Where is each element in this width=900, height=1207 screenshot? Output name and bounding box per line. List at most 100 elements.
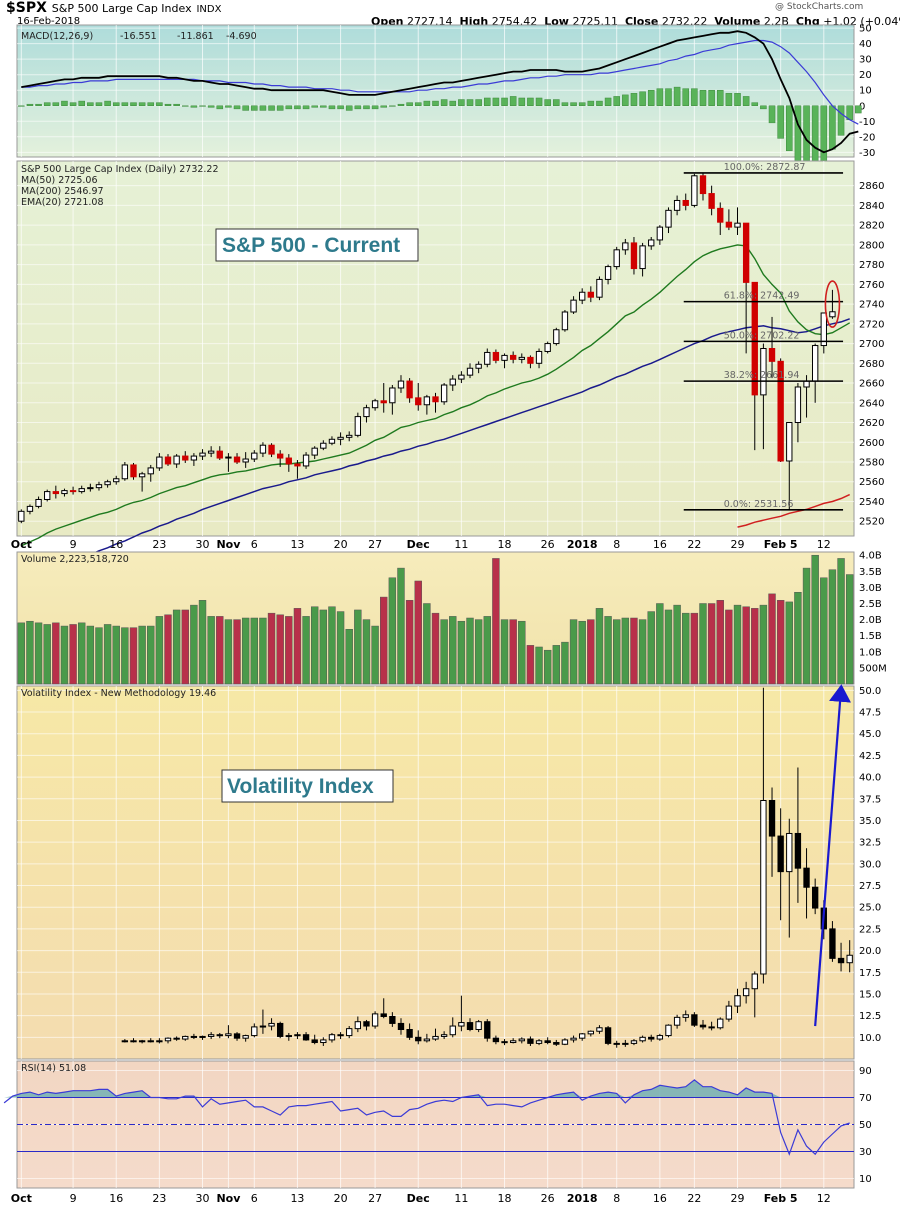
vix-candle — [458, 1022, 465, 1027]
vix-candle — [199, 1035, 206, 1038]
price-candle — [725, 221, 733, 228]
volume-bar — [431, 612, 440, 685]
macd-histogram-bar — [259, 105, 267, 111]
macd-histogram-bar — [52, 102, 60, 107]
y-tick-label: 30 — [859, 1147, 872, 1158]
price-candle — [242, 458, 249, 463]
volume-bar — [414, 580, 422, 685]
macd-histogram-bar — [466, 99, 474, 107]
index-name: S&P 500 Large Cap Index — [51, 2, 192, 15]
vix-candle — [268, 1022, 275, 1027]
price-candle — [285, 457, 292, 465]
price-candle — [665, 209, 672, 228]
vix-candle — [363, 1021, 370, 1027]
y-tick-label: 27.5 — [859, 881, 881, 892]
volume-bar — [595, 608, 604, 685]
y-tick-label: 2700 — [859, 339, 884, 350]
price-candle — [820, 312, 827, 347]
vix-candle — [837, 957, 845, 964]
y-tick-label: 25.0 — [859, 903, 881, 914]
volume-bar — [138, 625, 146, 685]
price-candle — [734, 222, 741, 228]
price-candle — [751, 281, 758, 396]
fib-level-label: 50.0%: 2702.22 — [724, 330, 800, 341]
vix-candle — [665, 1024, 672, 1037]
vix-candle — [777, 835, 784, 873]
price-candle — [570, 299, 577, 313]
volume-bar — [526, 645, 535, 685]
price-candle — [268, 444, 275, 455]
price-candle — [104, 481, 111, 486]
x-tick-label: 30 — [196, 1192, 210, 1205]
vix-candle — [337, 1034, 344, 1037]
y-tick-label: 3.0B — [859, 583, 882, 594]
y-tick-label: 10.0 — [859, 1033, 881, 1044]
symbol-title: $SPX S&P 500 Large Cap Index INDX — [6, 0, 221, 16]
x-tick-label: 27 — [368, 1192, 382, 1205]
x-tick-label: 12 — [817, 1192, 831, 1205]
price-candle — [406, 380, 413, 399]
volume-bar — [233, 619, 241, 685]
vix-candle — [587, 1030, 594, 1035]
macd-histogram-bar — [647, 89, 655, 107]
price-candle — [199, 452, 206, 457]
symbol: $SPX — [6, 0, 47, 16]
volume-bar — [613, 619, 621, 685]
vix-candle — [656, 1035, 664, 1040]
vix-candle — [484, 1021, 491, 1039]
macd-histogram-bar — [751, 102, 759, 107]
x-tick-label: 12 — [817, 538, 831, 551]
price-candle — [371, 400, 379, 409]
volume-bar — [621, 617, 630, 685]
macd-hist-value: -4.690 — [226, 31, 257, 42]
price-candle — [691, 175, 698, 206]
price-candle — [216, 450, 223, 459]
y-tick-label: 42.5 — [859, 751, 881, 762]
price-candle — [18, 510, 25, 522]
macd-histogram-bar — [708, 89, 715, 107]
macd-histogram-bar — [475, 99, 482, 107]
macd-histogram-bar — [190, 105, 198, 108]
macd-histogram-bar — [337, 105, 344, 110]
volume-legend: Volume 2,223,518,720 — [21, 554, 129, 565]
price-panel-bg — [16, 160, 855, 537]
y-tick-label: 2740 — [859, 300, 884, 311]
price-candle — [311, 447, 318, 456]
macd-histogram-bar — [354, 105, 362, 110]
volume-bar — [604, 616, 612, 685]
vix-candle — [440, 1034, 448, 1037]
price-candle — [622, 242, 629, 251]
x-tick-label: 16 — [653, 538, 667, 551]
x-tick-label: 8 — [613, 1192, 620, 1205]
y-tick-label: 90 — [859, 1066, 872, 1077]
vix-candle — [725, 1005, 733, 1020]
price-candle — [656, 226, 664, 241]
volume-bar — [457, 620, 466, 685]
y-tick-label: 500M — [859, 663, 887, 674]
volume-bar — [690, 612, 699, 685]
macd-histogram-bar — [484, 97, 491, 107]
y-tick-label: 20 — [859, 70, 872, 81]
macd-value: -16.551 — [120, 31, 157, 42]
macd-histogram-bar — [570, 102, 577, 107]
price-candle — [95, 484, 103, 489]
y-tick-label: 22.5 — [859, 924, 881, 935]
y-tick-label: 32.5 — [859, 838, 881, 849]
volume-bar — [78, 622, 86, 685]
price-candle — [190, 455, 198, 461]
macd-histogram-bar — [527, 97, 534, 107]
vix-candle — [630, 1040, 638, 1044]
vix-candle — [717, 1018, 724, 1029]
price-candle — [44, 491, 51, 500]
vix-candle — [613, 1042, 620, 1045]
vix-candle — [328, 1034, 336, 1041]
x-tick-label: Feb 5 — [764, 1192, 798, 1205]
vix-candle — [285, 1035, 292, 1038]
volume-bar — [578, 620, 586, 685]
vix-candle — [846, 954, 853, 964]
y-tick-label: 50.0 — [859, 686, 881, 697]
price-candle — [717, 207, 724, 223]
vix-annotation: Volatility Index — [227, 775, 374, 798]
x-tick-label: 6 — [251, 1192, 258, 1205]
y-tick-label: 15.0 — [859, 989, 881, 1000]
